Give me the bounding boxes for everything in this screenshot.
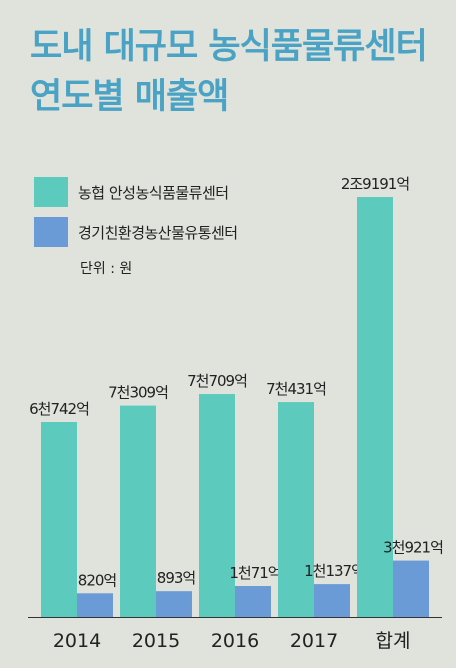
x-tick-label-2: 2016: [211, 630, 259, 652]
bar-series1-4: [357, 197, 393, 617]
data-label-series2-2: 1천71억: [229, 564, 280, 582]
x-tick-label-0: 2014: [53, 630, 101, 652]
unit-label: 단위 : 원: [80, 261, 133, 277]
legend-swatch-series2: [34, 217, 68, 247]
bar-series2-4: [393, 560, 429, 617]
bar-series1-1: [120, 405, 156, 617]
legend: 농협 안성농식품물류센터 경기친환경농산물유통센터: [34, 172, 238, 252]
x-tick-label-1: 2015: [132, 630, 180, 652]
x-tick-label-3: 2017: [290, 630, 338, 652]
data-label-series2-0: 820억: [78, 571, 116, 589]
x-tick-label-4: 합계: [376, 630, 411, 652]
data-label-series1-3: 7천431억: [266, 380, 326, 398]
data-label-series1-1: 7천309억: [108, 384, 168, 402]
data-label-series2-4: 3천921억: [383, 539, 443, 557]
bar-series2-1: [156, 591, 192, 617]
bar-series2-3: [314, 584, 350, 617]
bar-series1-2: [199, 394, 235, 617]
legend-label-series1: 농협 안성농식품물류센터: [78, 183, 229, 202]
legend-swatch-series1: [34, 177, 68, 207]
data-label-series1-2: 7천709억: [187, 372, 247, 390]
chart-title: 도내 대규모 농식품물류센터 연도별 매출액: [30, 22, 428, 122]
title-line-1: 도내 대규모 농식품물류센터: [30, 27, 428, 67]
title-line-2: 연도별 매출액: [30, 77, 229, 117]
bar-series1-0: [41, 422, 77, 617]
bar-series2-2: [235, 586, 271, 617]
data-label-series2-3: 1천137억: [304, 562, 364, 580]
bar-series2-0: [77, 593, 113, 617]
data-label-series1-0: 6천742억: [29, 400, 89, 418]
bar-series1-3: [278, 402, 314, 617]
legend-item-series1: 농협 안성농식품물류센터: [34, 172, 238, 212]
data-label-series2-1: 893억: [157, 569, 195, 587]
legend-item-series2: 경기친환경농산물유통센터: [34, 212, 238, 252]
legend-label-series2: 경기친환경농산물유통센터: [78, 223, 238, 242]
data-label-series1-4: 2조9191억: [341, 175, 409, 193]
